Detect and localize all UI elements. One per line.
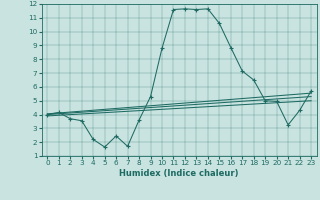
X-axis label: Humidex (Indice chaleur): Humidex (Indice chaleur) <box>119 169 239 178</box>
